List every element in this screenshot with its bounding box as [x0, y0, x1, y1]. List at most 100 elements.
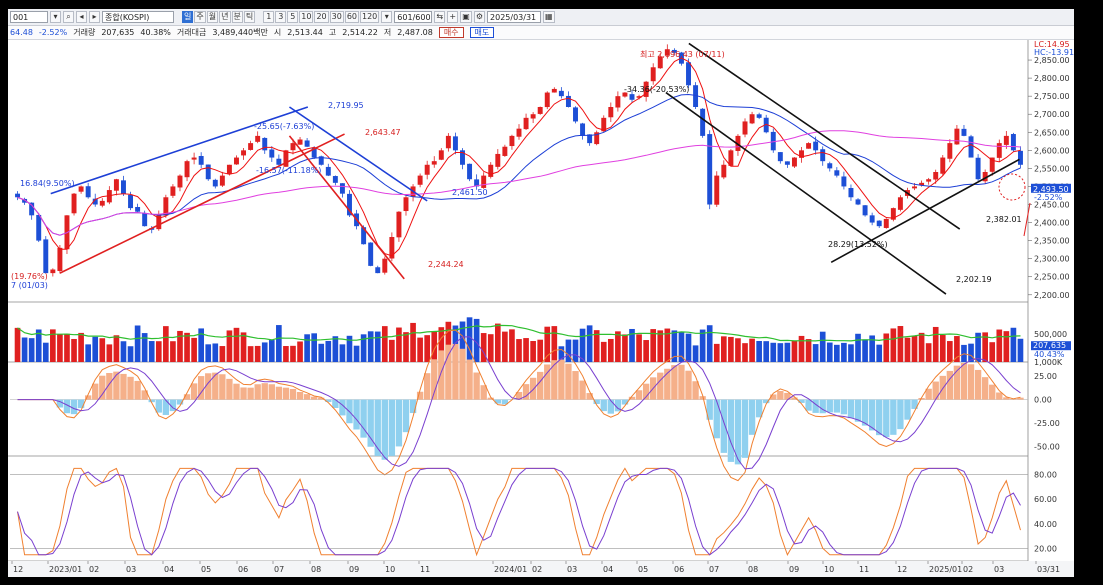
volume-bar: [763, 341, 770, 362]
volume-bar: [473, 318, 480, 362]
macd-histogram-bar: [600, 399, 607, 412]
volume-bar: [728, 336, 734, 362]
macd-histogram-bar: [332, 399, 339, 408]
volume-bar: [487, 334, 494, 362]
period-button[interactable]: 틱: [243, 11, 256, 23]
x-tick-label: 02: [89, 565, 99, 574]
volume-bar: [141, 333, 148, 362]
trendline: [288, 135, 405, 280]
search-icon[interactable]: ⌕: [63, 11, 74, 23]
volume-bar: [480, 333, 487, 362]
candle-body: [121, 180, 126, 194]
interval-button[interactable]: 20: [314, 11, 329, 23]
prev-arrow-icon[interactable]: ◂: [76, 11, 87, 23]
macd-tick-label: 25.00: [1034, 372, 1057, 381]
interval-button[interactable]: 30: [329, 11, 344, 23]
calendar-icon[interactable]: ▦: [543, 11, 555, 23]
date-input[interactable]: 2025/03/31: [487, 11, 542, 23]
price-annotation: -25.65(-7.63%): [254, 122, 314, 131]
volume-bar: [276, 325, 282, 362]
candle-body: [290, 143, 296, 151]
period-button[interactable]: 주: [194, 11, 206, 23]
interval-button[interactable]: 5: [287, 11, 299, 23]
candle-body: [565, 95, 571, 107]
zoom-in-icon[interactable]: +: [447, 11, 459, 23]
candle-body: [954, 128, 960, 145]
volume-bar: [339, 344, 346, 362]
period-button[interactable]: 일: [182, 11, 194, 23]
price-annotation: 2,202.19: [956, 275, 992, 284]
candle-body: [608, 107, 614, 118]
candle-body: [544, 92, 550, 108]
candle-body: [883, 218, 889, 228]
candle-body: [325, 166, 331, 176]
ma-mid-line: [17, 93, 1021, 236]
candle-body: [756, 114, 762, 118]
macd-histogram-bar: [99, 375, 106, 400]
candle-body: [375, 267, 381, 274]
volume-bar: [219, 346, 226, 362]
interval-button[interactable]: 60: [344, 11, 359, 23]
candle-body: [516, 128, 522, 137]
link-icon[interactable]: ⇆: [434, 11, 446, 23]
trendline: [289, 106, 428, 202]
macd-histogram-bar: [190, 383, 198, 400]
interval-dropdown-icon[interactable]: ▾: [381, 11, 393, 23]
macd-histogram-bar: [162, 399, 170, 415]
candle-body: [551, 88, 557, 93]
change-value: 64.48: [10, 28, 33, 37]
interval-button[interactable]: 3: [275, 11, 287, 23]
trendline: [688, 42, 961, 230]
macd-histogram-bar: [318, 397, 325, 400]
chart-area[interactable]: 2,850.00 2,800.00 2,750.00 2,700.00 2,650.00…: [8, 40, 1074, 577]
volume-bar: [749, 338, 755, 362]
candle-body: [241, 150, 247, 156]
volume-bar: [346, 335, 353, 362]
volume-bar: [148, 341, 155, 362]
candle-body: [85, 186, 91, 198]
macd-line: [17, 329, 1021, 482]
macd-histogram-bar: [692, 381, 699, 400]
volume-bar: [134, 325, 141, 362]
macd-histogram-bar: [946, 370, 954, 400]
period-button[interactable]: 월: [206, 11, 219, 23]
next-arrow-icon[interactable]: ▸: [89, 11, 100, 23]
count-input[interactable]: 601/600: [394, 11, 433, 23]
price-tick-label: 2,700.00: [1034, 110, 1070, 119]
volume-bar: [890, 328, 897, 362]
volume-bar: [155, 341, 162, 362]
period-button[interactable]: 년: [219, 11, 231, 23]
volume-bar: [869, 335, 875, 362]
code-dropdown-icon[interactable]: ▾: [50, 11, 61, 23]
sell-button[interactable]: 매도: [469, 27, 495, 38]
macd-histogram-bar: [847, 399, 855, 419]
macd-histogram-bar: [784, 392, 791, 400]
interval-button[interactable]: 10: [299, 11, 314, 23]
macd-histogram-bar: [748, 399, 756, 435]
macd-histogram-bar: [310, 396, 318, 400]
volume-bar: [403, 332, 409, 362]
candle-body: [827, 163, 833, 169]
save-icon[interactable]: ▣: [460, 11, 472, 23]
interval-button[interactable]: 120: [360, 11, 380, 23]
code-input[interactable]: 001: [10, 11, 48, 23]
settings-icon[interactable]: ⚙: [473, 11, 486, 23]
period-button[interactable]: 분: [231, 11, 243, 23]
macd-histogram-bar: [381, 399, 388, 460]
buy-button[interactable]: 매수: [438, 27, 464, 38]
x-tick-label: 12: [897, 565, 907, 574]
macd-histogram-bar: [798, 399, 805, 403]
macd-histogram-bar: [981, 377, 989, 400]
interval-button[interactable]: 1: [263, 11, 275, 23]
volume-bar: [706, 325, 713, 362]
volume-bar: [163, 326, 169, 362]
volume-bar: [805, 339, 812, 362]
volume-bar: [579, 328, 586, 362]
volume-bar: [367, 331, 374, 362]
candle-body: [989, 157, 995, 172]
macd-histogram-bar: [452, 343, 459, 400]
candle-body: [276, 158, 282, 165]
macd-histogram-bar: [134, 380, 141, 400]
